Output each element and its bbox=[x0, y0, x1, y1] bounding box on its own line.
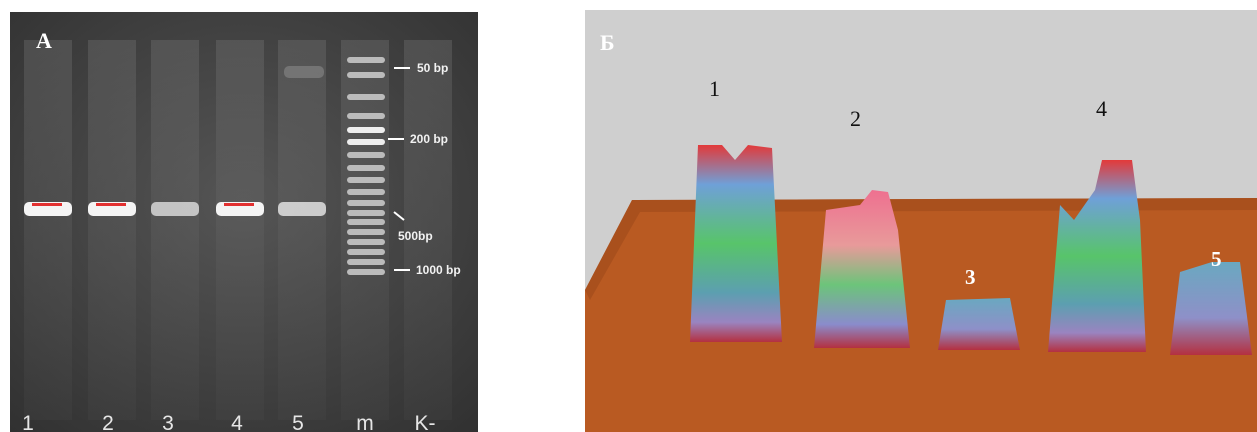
ladder-band bbox=[347, 127, 385, 133]
ladder-band bbox=[347, 259, 385, 265]
lane-smear bbox=[278, 40, 326, 420]
panel-label: А bbox=[36, 28, 52, 53]
marker-label: 200 bp bbox=[410, 132, 448, 146]
ladder-band bbox=[347, 249, 385, 255]
lane-label: 3 bbox=[162, 412, 174, 432]
ladder-band bbox=[347, 113, 385, 119]
ladder-band bbox=[347, 219, 385, 225]
peak bbox=[938, 298, 1020, 350]
band-saturation bbox=[224, 203, 254, 206]
peak bbox=[1170, 262, 1252, 355]
ladder-band bbox=[347, 269, 385, 275]
peak-label: 1 bbox=[709, 76, 720, 101]
band-saturation bbox=[96, 203, 126, 206]
ladder-band bbox=[347, 57, 385, 63]
lane-label: 4 bbox=[231, 412, 243, 432]
lane-label: 5 bbox=[292, 412, 304, 432]
panel-label: Б bbox=[600, 30, 615, 55]
lane-label: 2 bbox=[102, 412, 114, 432]
marker-label: 50 bp bbox=[417, 61, 448, 75]
ladder-band bbox=[347, 229, 385, 235]
faint-band bbox=[284, 66, 324, 78]
band-saturation bbox=[32, 203, 62, 206]
peak-label: 3 bbox=[965, 265, 976, 289]
peak-label: 2 bbox=[850, 106, 861, 131]
lane-smear bbox=[151, 40, 199, 420]
floor bbox=[585, 198, 1257, 432]
figure: А 50 bp 200 bp 500bp 1000 bp 1 2 3 4 5 m K- Б … bbox=[0, 0, 1257, 432]
band bbox=[278, 202, 326, 216]
lane-label: 1 bbox=[22, 412, 34, 432]
peak bbox=[690, 145, 782, 342]
peak-label: 4 bbox=[1096, 96, 1107, 121]
gel-panel: А 50 bp 200 bp 500bp 1000 bp 1 2 3 4 5 m K- bbox=[10, 12, 478, 432]
ladder-band bbox=[347, 94, 385, 100]
ladder-band bbox=[347, 177, 385, 183]
lane-smears bbox=[24, 40, 452, 420]
page: {"panel_a": {"label": "А", "lanes": ["1"… bbox=[0, 0, 1257, 432]
ladder-band bbox=[347, 210, 385, 216]
ladder-band bbox=[347, 165, 385, 171]
lane-smear bbox=[216, 40, 264, 420]
marker-label: 500bp bbox=[398, 229, 433, 243]
ladder-band bbox=[347, 72, 385, 78]
lane-smear bbox=[88, 40, 136, 420]
peak-label: 5 bbox=[1211, 247, 1222, 271]
lane-smear bbox=[24, 40, 72, 420]
lane-label: K- bbox=[415, 412, 436, 432]
ladder-band bbox=[347, 152, 385, 158]
densitogram-panel: Б 1 2 3 4 5 bbox=[585, 10, 1257, 432]
lane-label: m bbox=[356, 412, 374, 432]
ladder-band bbox=[347, 200, 385, 206]
ladder-band bbox=[347, 189, 385, 195]
ladder-band bbox=[347, 139, 385, 145]
ladder-band bbox=[347, 239, 385, 245]
marker-label: 1000 bp bbox=[416, 263, 461, 277]
band bbox=[151, 202, 199, 216]
